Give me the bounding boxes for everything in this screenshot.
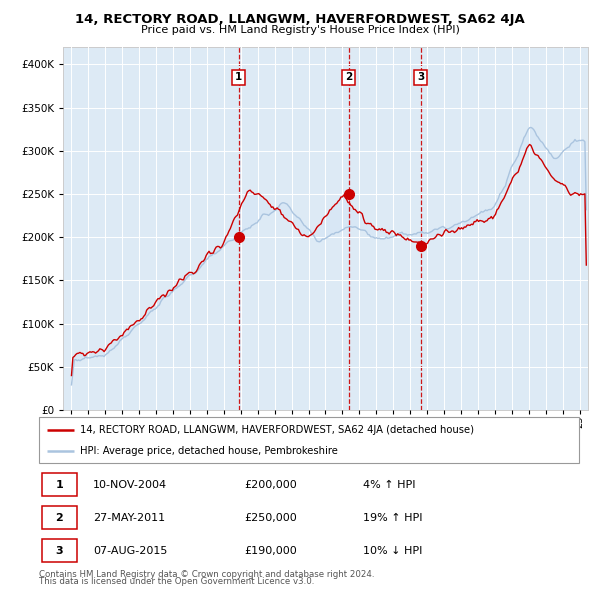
Text: 07-AUG-2015: 07-AUG-2015 (93, 546, 167, 556)
Text: £200,000: £200,000 (244, 480, 297, 490)
Text: £250,000: £250,000 (244, 513, 297, 523)
Text: This data is licensed under the Open Government Licence v3.0.: This data is licensed under the Open Gov… (39, 577, 314, 586)
Text: 14, RECTORY ROAD, LLANGWM, HAVERFORDWEST, SA62 4JA: 14, RECTORY ROAD, LLANGWM, HAVERFORDWEST… (75, 13, 525, 26)
Text: Contains HM Land Registry data © Crown copyright and database right 2024.: Contains HM Land Registry data © Crown c… (39, 569, 374, 579)
Text: 27-MAY-2011: 27-MAY-2011 (93, 513, 165, 523)
Text: 1: 1 (55, 480, 63, 490)
Text: £190,000: £190,000 (244, 546, 297, 556)
Text: 2: 2 (345, 73, 352, 83)
Text: 10-NOV-2004: 10-NOV-2004 (93, 480, 167, 490)
Text: 19% ↑ HPI: 19% ↑ HPI (363, 513, 422, 523)
Text: 4% ↑ HPI: 4% ↑ HPI (363, 480, 415, 490)
Text: Price paid vs. HM Land Registry's House Price Index (HPI): Price paid vs. HM Land Registry's House … (140, 25, 460, 35)
Bar (42, 506, 77, 529)
Text: 14, RECTORY ROAD, LLANGWM, HAVERFORDWEST, SA62 4JA (detached house): 14, RECTORY ROAD, LLANGWM, HAVERFORDWEST… (79, 425, 473, 435)
Text: 10% ↓ HPI: 10% ↓ HPI (363, 546, 422, 556)
Text: 3: 3 (55, 546, 63, 556)
Text: 3: 3 (417, 73, 424, 83)
Text: 1: 1 (235, 73, 242, 83)
Text: 2: 2 (55, 513, 63, 523)
Bar (42, 473, 77, 496)
Bar (42, 539, 77, 562)
Text: HPI: Average price, detached house, Pembrokeshire: HPI: Average price, detached house, Pemb… (79, 445, 337, 455)
